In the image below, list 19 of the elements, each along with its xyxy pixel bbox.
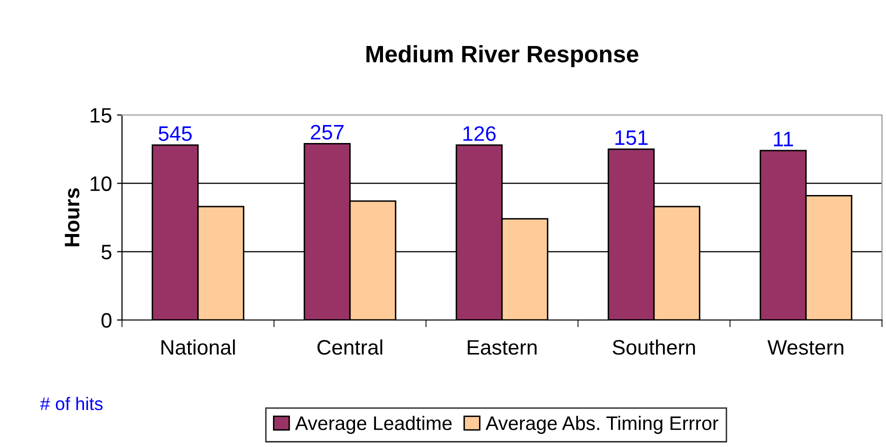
annotation: 257	[310, 124, 344, 140]
y-tick-label: 0	[102, 313, 112, 328]
chart-title: Medium River Response	[366, 45, 638, 68]
y-tick-label: 15	[90, 108, 112, 123]
y-axis-title: Hours	[64, 188, 80, 246]
x-tick-label: National	[161, 339, 235, 355]
text: # of hits	[40, 396, 103, 410]
annotation: 151	[615, 130, 648, 146]
x-tick-label: Southern	[612, 339, 695, 355]
legend-label: Average Leadtime	[295, 416, 452, 434]
legend-label: Average Abs. Timing Errror	[486, 416, 718, 434]
x-tick-label: Eastern	[468, 340, 537, 355]
y-tick-label: 10	[90, 176, 112, 192]
x-tick-label: Central	[317, 339, 382, 355]
annotation: 545	[158, 126, 192, 141]
x-tick-label: Western	[767, 340, 844, 355]
y-tick-label: 5	[102, 244, 112, 260]
annotation: 126	[463, 126, 496, 141]
annotation: 11	[774, 132, 794, 146]
